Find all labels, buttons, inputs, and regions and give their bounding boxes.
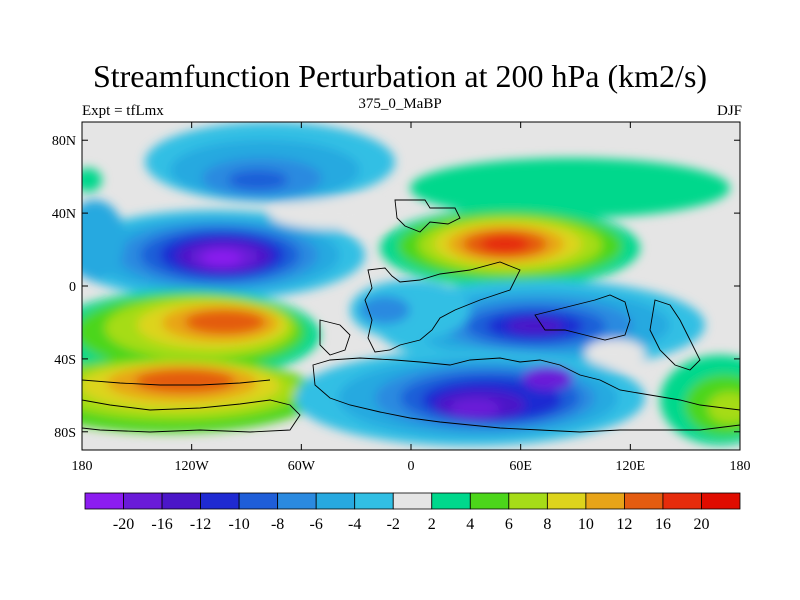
colorbar-label: -6 <box>310 516 323 533</box>
colorbar-label: -20 <box>113 516 134 533</box>
x-tick-label: 120W <box>175 459 210 474</box>
case-label: 375_0_MaBP <box>358 96 442 112</box>
colorbar-box <box>238 492 279 510</box>
colorbar-label: -16 <box>151 516 172 533</box>
colorbar-label: 12 <box>616 516 632 533</box>
colorbar-box <box>354 492 394 510</box>
colorbar-label: -4 <box>348 516 361 533</box>
x-tick-label: 180 <box>730 459 751 474</box>
colorbar-box <box>508 492 548 510</box>
x-axis: 180 120W 60W 0 60E 120E 180 <box>72 122 751 474</box>
colorbar-label: 16 <box>655 516 671 533</box>
colorbar-box <box>315 492 356 510</box>
colorbar-box <box>546 492 587 510</box>
colorbar-box <box>585 492 625 510</box>
colorbar-label: 2 <box>428 516 436 533</box>
coastlines <box>82 199 740 433</box>
plot-title: Streamfunction Perturbation at 200 hPa (… <box>92 58 708 94</box>
y-tick-label: 40S <box>54 353 76 368</box>
y-tick-label: 40N <box>52 207 76 222</box>
y-tick-label: 0 <box>69 280 76 295</box>
colorbar-label: 8 <box>543 516 551 533</box>
colorbar-label: -2 <box>387 516 400 533</box>
x-tick-label: 120E <box>616 459 646 474</box>
colorbar-label: 20 <box>693 516 709 533</box>
colorbar-box <box>662 492 702 510</box>
x-tick-label: 60E <box>509 459 532 474</box>
colorbar-label: -12 <box>190 516 211 533</box>
x-tick-label: 60W <box>288 459 316 474</box>
x-tick-label: 180 <box>72 459 93 474</box>
colorbar-label: 4 <box>466 516 474 533</box>
season-label: DJF <box>716 103 742 119</box>
y-tick-label: 80N <box>52 134 76 149</box>
experiment-label: Expt = tfLmx <box>82 103 164 119</box>
colorbar-label: 10 <box>578 516 594 533</box>
contour-field <box>82 122 740 450</box>
filled-contours <box>82 122 740 446</box>
x-tick-label: 0 <box>408 459 415 474</box>
colorbar: -20 -16 -12 -10 -8 -6 -4 -2 2 4 6 8 10 12 16 20 <box>84 492 741 533</box>
colorbar-label: 6 <box>505 516 513 533</box>
colorbar-box <box>624 492 664 510</box>
colorbar-box <box>277 492 317 510</box>
colorbar-box <box>701 492 741 510</box>
colorbar-box <box>200 492 240 510</box>
colorbar-box <box>161 492 201 510</box>
colorbar-box <box>392 492 433 510</box>
y-tick-label: 80S <box>54 426 76 441</box>
colorbar-box <box>84 492 124 510</box>
colorbar-label: -8 <box>271 516 284 533</box>
colorbar-box <box>123 492 163 510</box>
colorbar-box <box>431 492 471 510</box>
colorbar-box <box>469 492 510 510</box>
y-axis: 80N 40N 0 40S 80S <box>52 134 740 441</box>
colorbar-label: -10 <box>228 516 249 533</box>
